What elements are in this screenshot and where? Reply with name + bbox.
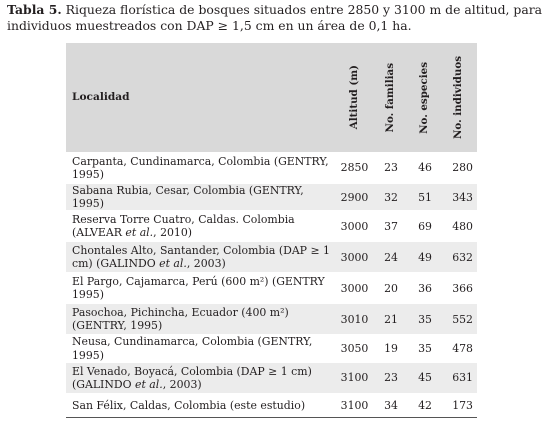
table-row: El Pargo, Cajamarca, Perú (600 m²) (GENT…: [66, 272, 477, 304]
cell-especies: 45: [409, 362, 441, 394]
header-altitud: Altitud (m): [336, 43, 373, 153]
cell-individuos: 343: [441, 183, 477, 211]
cell-familias: 24: [373, 241, 409, 273]
cell-individuos: 632: [441, 241, 477, 273]
cell-individuos: 280: [441, 152, 477, 184]
localidad-text: , 2003): [162, 377, 202, 391]
table-row: San Félix, Caldas, Colombia (este estudi…: [66, 393, 477, 418]
header-localidad: Localidad: [66, 43, 336, 153]
table-row: Neusa, Cundinamarca, Colombia (GENTRY, 1…: [66, 334, 477, 363]
localidad-text: , 2010): [153, 226, 193, 240]
cell-altitud: 2850: [336, 152, 373, 184]
caption-text: Riqueza florística de bosques situados e…: [7, 2, 543, 33]
header-especies: No. especies: [409, 43, 441, 153]
cell-individuos: 552: [441, 303, 477, 335]
cell-altitud: 3000: [336, 272, 373, 304]
cell-altitud: 3000: [336, 241, 373, 273]
header-row: Localidad Altitud (m) No. familias No. e…: [66, 43, 477, 153]
localidad-text: Sabana Rubia, Cesar, Colombia (GENTRY, 1…: [72, 184, 304, 211]
cell-altitud: 3100: [336, 393, 373, 418]
cell-localidad: Sabana Rubia, Cesar, Colombia (GENTRY, 1…: [66, 183, 336, 211]
cell-individuos: 366: [441, 272, 477, 304]
cell-especies: 69: [409, 210, 441, 242]
cell-altitud: 3010: [336, 303, 373, 335]
cell-localidad: Pasochoa, Pichincha, Ecuador (400 m²) (G…: [66, 303, 336, 335]
cell-especies: 46: [409, 152, 441, 184]
cell-localidad: Chontales Alto, Santander, Colombia (DAP…: [66, 241, 336, 273]
cell-altitud: 3100: [336, 362, 373, 394]
localidad-text: Reserva Torre Cuatro, Caldas. Colombia (…: [72, 213, 295, 240]
localidad-text: Carpanta, Cundinamarca, Colombia (GENTRY…: [72, 154, 329, 181]
cell-altitud: 3050: [336, 334, 373, 363]
caption-label: Tabla 5.: [7, 2, 62, 17]
header-familias: No. familias: [373, 43, 409, 153]
cell-familias: 19: [373, 334, 409, 363]
cell-altitud: 3000: [336, 210, 373, 242]
cell-altitud: 2900: [336, 183, 373, 211]
cell-localidad: Neusa, Cundinamarca, Colombia (GENTRY, 1…: [66, 334, 336, 363]
localidad-text: El Venado, Boyacá, Colombia (DAP ≥ 1 cm)…: [72, 364, 312, 391]
localidad-text: Neusa, Cundinamarca, Colombia (GENTRY, 1…: [72, 335, 313, 362]
cell-localidad: El Pargo, Cajamarca, Perú (600 m²) (GENT…: [66, 272, 336, 304]
et-al-italic: et al.: [135, 377, 163, 391]
cell-familias: 37: [373, 210, 409, 242]
cell-individuos: 631: [441, 362, 477, 394]
header-altitud-label: Altitud (m): [347, 65, 360, 130]
cell-especies: 36: [409, 272, 441, 304]
cell-localidad: San Félix, Caldas, Colombia (este estudi…: [66, 393, 336, 418]
table-row: El Venado, Boyacá, Colombia (DAP ≥ 1 cm)…: [66, 362, 477, 394]
cell-especies: 35: [409, 303, 441, 335]
cell-familias: 34: [373, 393, 409, 418]
cell-localidad: El Venado, Boyacá, Colombia (DAP ≥ 1 cm)…: [66, 362, 336, 394]
cell-especies: 51: [409, 183, 441, 211]
cell-especies: 49: [409, 241, 441, 273]
header-individuos: No. individuos: [441, 43, 477, 153]
cell-familias: 23: [373, 362, 409, 394]
table-caption: Tabla 5. Riqueza florística de bosques s…: [7, 2, 543, 34]
header-familias-label: No. familias: [384, 62, 397, 133]
cell-familias: 20: [373, 272, 409, 304]
localidad-text: San Félix, Caldas, Colombia (este estudi…: [72, 398, 306, 412]
header-individuos-label: No. individuos: [452, 55, 465, 140]
header-especies-label: No. especies: [418, 61, 431, 134]
table-body: Carpanta, Cundinamarca, Colombia (GENTRY…: [66, 152, 477, 418]
localidad-text: El Pargo, Cajamarca, Perú (600 m²) (GENT…: [72, 275, 325, 302]
table-row: Reserva Torre Cuatro, Caldas. Colombia (…: [66, 210, 477, 242]
table-row: Carpanta, Cundinamarca, Colombia (GENTRY…: [66, 152, 477, 184]
cell-familias: 32: [373, 183, 409, 211]
et-al-italic: et al.: [159, 257, 187, 271]
localidad-text: Pasochoa, Pichincha, Ecuador (400 m²) (G…: [72, 306, 289, 333]
et-al-italic: et al.: [125, 226, 154, 240]
cell-familias: 21: [373, 303, 409, 335]
cell-localidad: Carpanta, Cundinamarca, Colombia (GENTRY…: [66, 152, 336, 184]
table-row: Pasochoa, Pichincha, Ecuador (400 m²) (G…: [66, 303, 477, 335]
cell-especies: 42: [409, 393, 441, 418]
cell-individuos: 480: [441, 210, 477, 242]
table-row: Chontales Alto, Santander, Colombia (DAP…: [66, 241, 477, 273]
localidad-text: , 2003): [186, 257, 226, 271]
cell-individuos: 478: [441, 334, 477, 363]
table-row: Sabana Rubia, Cesar, Colombia (GENTRY, 1…: [66, 183, 477, 211]
cell-localidad: Reserva Torre Cuatro, Caldas. Colombia (…: [66, 210, 336, 242]
localidad-text: Chontales Alto, Santander, Colombia (DAP…: [72, 244, 330, 271]
cell-individuos: 173: [441, 393, 477, 418]
richness-table: Localidad Altitud (m) No. familias No. e…: [66, 43, 477, 418]
cell-especies: 35: [409, 334, 441, 363]
cell-familias: 23: [373, 152, 409, 184]
